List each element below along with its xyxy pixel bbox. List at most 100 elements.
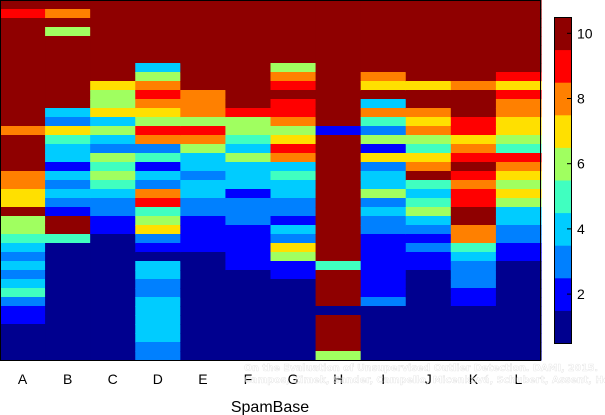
- heatmap-cell: [0, 351, 46, 361]
- heatmap-cell: [45, 180, 91, 190]
- heatmap-cell: [315, 54, 362, 64]
- heatmap-cell: [450, 198, 497, 208]
- heatmap-cell: [405, 234, 452, 244]
- heatmap-cell: [135, 270, 181, 280]
- heatmap-cell: [405, 333, 452, 343]
- heatmap-cell: [405, 144, 452, 154]
- heatmap-cell: [180, 162, 227, 172]
- colorbar-tick-label: 2: [577, 286, 585, 302]
- heatmap-cell: [495, 207, 542, 217]
- heatmap-cell: [270, 270, 317, 280]
- heatmap-cell: [225, 72, 272, 82]
- heatmap-cell: [135, 54, 181, 64]
- heatmap-cell: [405, 351, 452, 361]
- heatmap-cell: [225, 180, 272, 190]
- heatmap-cell: [180, 279, 227, 289]
- heatmap-cell: [135, 351, 181, 361]
- heatmap-cell: [360, 333, 407, 343]
- heatmap-cell: [225, 153, 272, 163]
- heatmap-cell: [495, 162, 542, 172]
- heatmap-cell: [135, 198, 181, 208]
- heatmap-cell: [90, 117, 136, 127]
- heatmap-cell: [450, 54, 497, 64]
- heatmap-cell: [180, 108, 227, 118]
- heatmap-cell: [0, 234, 46, 244]
- heatmap-cell: [45, 0, 91, 10]
- heatmap-cell: [495, 18, 542, 28]
- heatmap-cell: [270, 207, 317, 217]
- heatmap-cell: [360, 9, 407, 19]
- heatmap-cell: [270, 18, 317, 28]
- heatmap-cell: [450, 90, 497, 100]
- heatmap-cell: [90, 225, 136, 235]
- heatmap-cell: [495, 270, 542, 280]
- heatmap-cell: [180, 198, 227, 208]
- heatmap-cell: [315, 9, 362, 19]
- heatmap-cell: [315, 270, 362, 280]
- heatmap-cell: [495, 288, 542, 298]
- heatmap-cell: [450, 99, 497, 109]
- heatmap-cell: [495, 171, 542, 181]
- heatmap-cell: [360, 207, 407, 217]
- heatmap-cell: [0, 99, 46, 109]
- heatmap-cell: [360, 306, 407, 316]
- heatmap-cell: [495, 333, 542, 343]
- heatmap-cell: [135, 117, 181, 127]
- heatmap-cell: [495, 216, 542, 226]
- heatmap-cell: [45, 306, 91, 316]
- heatmap-cell: [450, 252, 497, 262]
- heatmap-cell: [495, 243, 542, 253]
- heatmap-cell: [0, 162, 46, 172]
- heatmap-cell: [180, 144, 227, 154]
- heatmap-cell: [270, 117, 317, 127]
- heatmap-cell: [0, 117, 46, 127]
- heatmap-cell: [90, 63, 136, 73]
- heatmap-cell: [45, 108, 91, 118]
- heatmap-cell: [225, 315, 272, 325]
- heatmap-cell: [180, 90, 227, 100]
- x-tick-label: L: [515, 371, 523, 387]
- colorbar-tick-label: 10: [577, 25, 593, 41]
- heatmap-cell: [270, 324, 317, 334]
- heatmap-cell: [270, 171, 317, 181]
- heatmap-cell: [495, 153, 542, 163]
- x-axis-label: SpamBase: [231, 399, 309, 415]
- heatmap-cell: [450, 36, 497, 46]
- heatmap-cell: [360, 45, 407, 55]
- heatmap-cell: [450, 126, 497, 136]
- heatmap-cell: [225, 297, 272, 307]
- heatmap-cell: [225, 45, 272, 55]
- heatmap-cell: [90, 0, 136, 10]
- heatmap-cell: [90, 9, 136, 19]
- heatmap-cell: [495, 108, 542, 118]
- heatmap-cell: [0, 297, 46, 307]
- heatmap-cell: [0, 171, 46, 181]
- heatmap-cell: [135, 81, 181, 91]
- heatmap-cell: [270, 297, 317, 307]
- heatmap-cell: [225, 135, 272, 145]
- heatmap-cell: [495, 279, 542, 289]
- heatmap-cell: [270, 36, 317, 46]
- heatmap-cell: [135, 108, 181, 118]
- heatmap-cell: [0, 81, 46, 91]
- heatmap-cell: [225, 189, 272, 199]
- heatmap-cell: [90, 162, 136, 172]
- heatmap-cell: [270, 126, 317, 136]
- heatmap-cell: [495, 315, 542, 325]
- heatmap-cell: [315, 342, 362, 352]
- heatmap-cell: [90, 270, 136, 280]
- heatmap-cell: [45, 90, 91, 100]
- heatmap-cell: [270, 90, 317, 100]
- citation-watermark-line1: On the Evaluation of Unsupervised Outlie…: [244, 363, 598, 374]
- heatmap-cell: [225, 117, 272, 127]
- heatmap-cell: [270, 351, 317, 361]
- heatmap-cell: [135, 90, 181, 100]
- heatmap-cell: [45, 243, 91, 253]
- heatmap-cell: [360, 90, 407, 100]
- heatmap-cell: [315, 45, 362, 55]
- heatmap-cell: [450, 9, 497, 19]
- heatmap-cell: [450, 45, 497, 55]
- heatmap-cell: [315, 135, 362, 145]
- heatmap-cell: [45, 207, 91, 217]
- heatmap-cell: [225, 0, 272, 10]
